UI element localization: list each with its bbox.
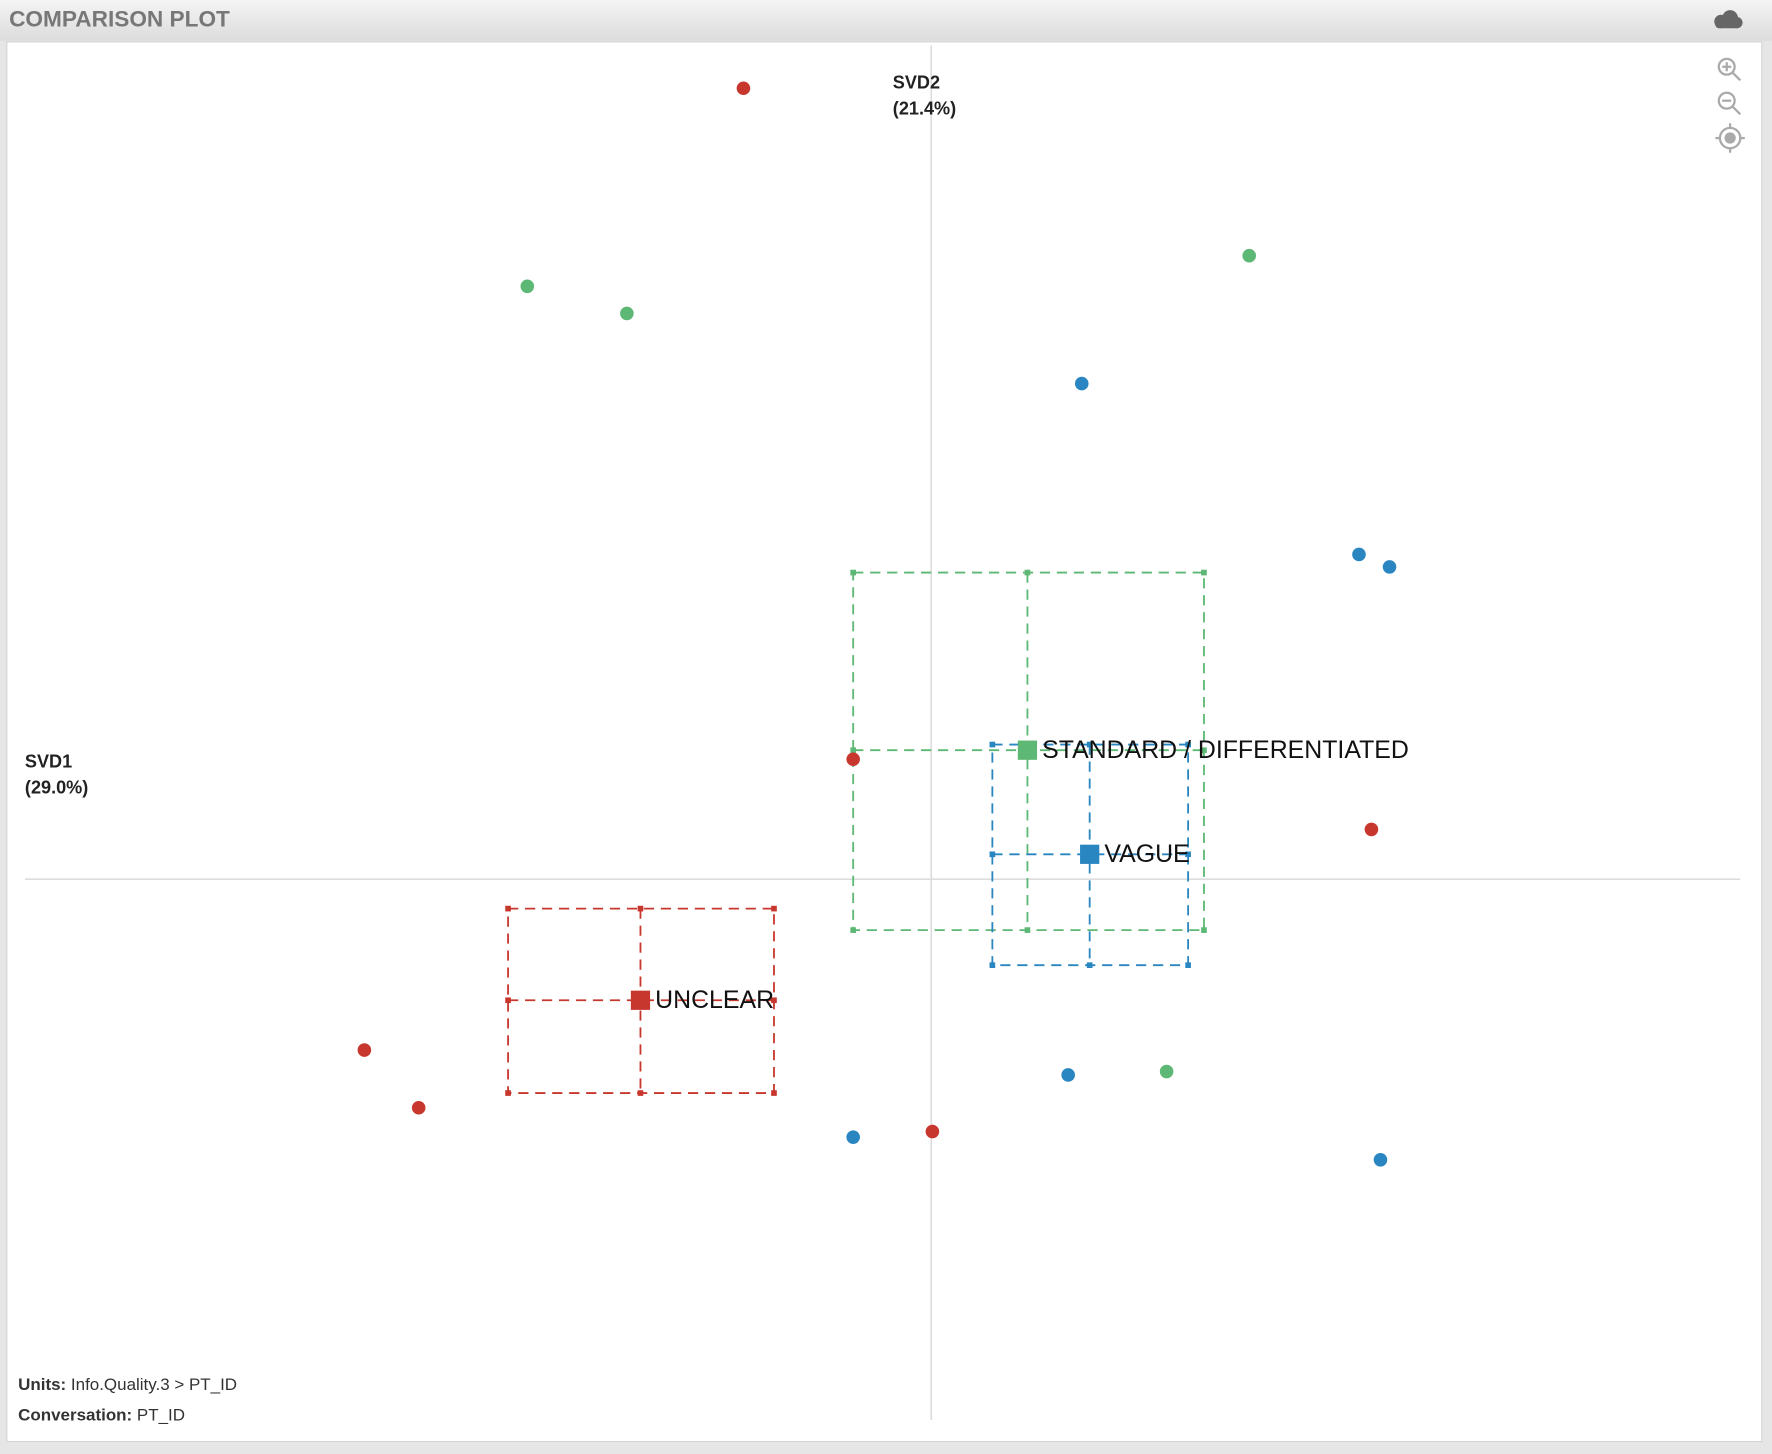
- x-axis-label: (29.0%): [25, 777, 88, 797]
- data-point: [411, 1100, 426, 1115]
- y-axis-label: SVD2: [893, 73, 940, 93]
- data-point: [1352, 547, 1366, 562]
- group-mean: [1080, 844, 1100, 864]
- units-value: Info.Quality.3 > PT_ID: [71, 1376, 237, 1395]
- download-icon[interactable]: [1714, 10, 1743, 29]
- box-node: [1201, 569, 1207, 576]
- box-node: [850, 569, 857, 576]
- data-point: [1373, 1153, 1388, 1167]
- group-label: UNCLEAR: [655, 986, 774, 1014]
- box-node: [1086, 741, 1093, 748]
- units-label: Units:: [18, 1376, 66, 1395]
- recenter-icon[interactable]: [1715, 123, 1745, 153]
- box-node: [637, 905, 644, 912]
- data-point: [1382, 560, 1397, 574]
- data-point: [620, 306, 634, 321]
- data-point: [846, 752, 860, 767]
- conversation-line: Conversation: PT_ID: [18, 1406, 185, 1425]
- box-node: [850, 927, 857, 933]
- box-node: [1201, 927, 1207, 933]
- data-point: [1061, 1068, 1075, 1082]
- box-node: [850, 747, 857, 754]
- header-bar: [0, 0, 1772, 41]
- box-node: [1185, 741, 1191, 748]
- box-node: [505, 905, 511, 912]
- box-node: [771, 905, 777, 912]
- box-node: [637, 1090, 644, 1096]
- box-node: [989, 851, 996, 858]
- group-label: STANDARD / DIFFERENTIATED: [1042, 736, 1409, 764]
- data-point: [1159, 1064, 1174, 1079]
- plot-layer: STANDARD / DIFFERENTIATED VAGUE UNCLEAR: [24, 45, 1741, 1421]
- units-line: Units: Info.Quality.3 > PT_ID: [18, 1376, 237, 1395]
- data-point: [736, 81, 751, 96]
- conversation-label: Conversation:: [18, 1406, 132, 1425]
- box-node: [1201, 747, 1207, 754]
- x-axis-label: SVD1: [25, 751, 72, 771]
- group-mean: [1017, 740, 1038, 760]
- group-label: VAGUE: [1104, 840, 1189, 868]
- group-mean: [630, 990, 651, 1010]
- box-node: [989, 962, 996, 969]
- box-node: [505, 997, 511, 1004]
- zoom-in-icon[interactable]: [1717, 57, 1742, 82]
- plot-area: [6, 41, 1763, 1443]
- y-axis-label: (21.4%): [893, 99, 956, 119]
- zoom-out-icon[interactable]: [1717, 91, 1742, 116]
- box-node: [1024, 927, 1031, 933]
- data-point: [1242, 248, 1257, 263]
- data-point: [1074, 376, 1089, 391]
- conversation-value: PT_ID: [137, 1406, 185, 1425]
- box-node: [771, 1090, 777, 1096]
- data-point: [1364, 822, 1379, 837]
- box-node: [1086, 962, 1093, 969]
- box-node: [989, 741, 996, 748]
- data-point: [520, 279, 535, 294]
- box-node: [1024, 569, 1031, 576]
- panel-title: COMPARISON PLOT: [9, 6, 230, 31]
- box-node: [505, 1090, 511, 1096]
- box-node: [771, 997, 777, 1004]
- data-point: [357, 1043, 372, 1057]
- box-node: [1185, 962, 1191, 969]
- box-node: [1185, 851, 1191, 858]
- data-point: [846, 1130, 860, 1144]
- data-point: [925, 1124, 940, 1139]
